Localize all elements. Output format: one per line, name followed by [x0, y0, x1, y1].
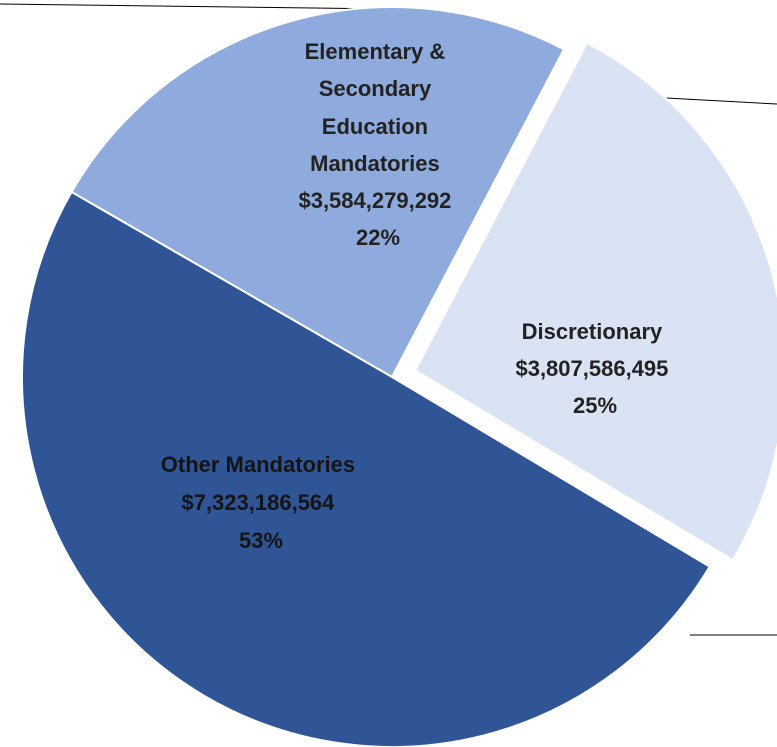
- slice-discretionary: [413, 41, 777, 562]
- slice-percent: 22%: [356, 225, 400, 250]
- slice-label-line: Mandatories: [310, 151, 440, 176]
- slice-label-other-mandatories: Other Mandatories $7,323,186,564 53%: [161, 452, 362, 553]
- slice-other-mandatories: [21, 190, 712, 747]
- slice-elementary-secondary: [70, 6, 566, 379]
- slice-label-discretionary: Discretionary $3,807,586,495 25%: [515, 319, 674, 418]
- slice-label-elementary-secondary: Elementary & Secondary Education Mandato…: [298, 39, 457, 250]
- slice-label-line: Secondary: [319, 76, 432, 101]
- leader-line-right-top: [665, 97, 777, 105]
- pie-slices: [21, 6, 777, 747]
- slice-label-line: Elementary &: [305, 39, 446, 64]
- slice-label-line: Education: [322, 114, 428, 139]
- slice-amount: $7,323,186,564: [181, 490, 335, 515]
- slice-amount: $3,807,586,495: [515, 356, 668, 381]
- slice-percent: 25%: [573, 393, 617, 418]
- slice-percent: 53%: [239, 528, 283, 553]
- leader-line-top-left: [0, 3, 393, 10]
- slice-amount: $3,584,279,292: [298, 188, 451, 213]
- slice-label-line: Discretionary: [522, 319, 663, 344]
- slice-label-line: Other Mandatories: [161, 452, 355, 477]
- leader-lines: [0, 3, 777, 636]
